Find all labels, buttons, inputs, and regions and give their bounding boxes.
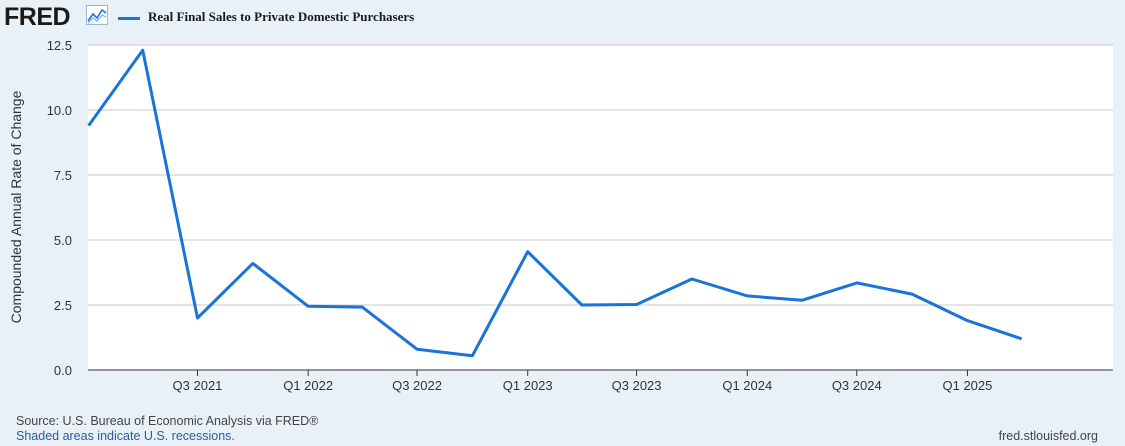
x-tick-label: Q3 2024 <box>832 378 882 393</box>
fred-url[interactable]: fred.stlouisfed.org <box>998 429 1098 443</box>
x-tick-label: Q1 2023 <box>503 378 553 393</box>
x-tick-label: Q3 2021 <box>173 378 223 393</box>
y-tick-label: 10.0 <box>47 103 72 118</box>
data-point[interactable] <box>357 302 367 312</box>
data-point[interactable] <box>797 295 807 305</box>
data-point[interactable] <box>742 291 752 301</box>
grid <box>88 44 1113 306</box>
data-point[interactable] <box>962 316 972 326</box>
x-tick-label: Q3 2023 <box>612 378 662 393</box>
data-point[interactable] <box>632 299 642 309</box>
series-group <box>84 45 1027 361</box>
x-tick-label: Q1 2022 <box>283 378 333 393</box>
x-tick-label: Q1 2024 <box>722 378 772 393</box>
data-point[interactable] <box>412 344 422 354</box>
graph-icon <box>86 5 108 25</box>
data-point[interactable] <box>852 278 862 288</box>
y-tick-label: 7.5 <box>54 168 72 183</box>
chart-header: FRED Real Final Sales to Private Domesti… <box>0 0 1125 34</box>
data-point[interactable] <box>1017 334 1027 344</box>
axes: 0.0 2.5 5.0 7.5 10.0 12.5 Q3 2021 Q1 2022 Q3 202… <box>47 38 1113 393</box>
fred-logo[interactable]: FRED <box>4 3 71 31</box>
data-point[interactable] <box>303 301 313 311</box>
data-point[interactable] <box>907 289 917 299</box>
data-point[interactable] <box>467 351 477 361</box>
y-axis-label: Compounded Annual Rate of Change <box>8 90 24 323</box>
y-tick-label: 5.0 <box>54 233 72 248</box>
plot-area <box>88 45 1113 370</box>
x-tick-label: Q3 2022 <box>392 378 442 393</box>
data-point[interactable] <box>577 300 587 310</box>
data-point[interactable] <box>687 274 697 284</box>
source-note: Source: U.S. Bureau of Economic Analysis… <box>16 414 319 428</box>
legend-swatch <box>118 17 140 20</box>
legend-label: Real Final Sales to Private Domestic Pur… <box>148 9 415 24</box>
data-point[interactable] <box>84 121 94 131</box>
y-tick-label: 0.0 <box>54 363 72 378</box>
y-tick-label: 12.5 <box>47 38 72 53</box>
data-point[interactable] <box>248 258 258 268</box>
data-point[interactable] <box>523 247 533 257</box>
recession-note[interactable]: Shaded areas indicate U.S. recessions. <box>16 429 235 443</box>
data-point[interactable] <box>138 45 148 55</box>
y-tick-label: 2.5 <box>54 298 72 313</box>
data-point[interactable] <box>192 313 202 323</box>
series-line[interactable] <box>87 48 1023 358</box>
x-tick-label: Q1 2025 <box>942 378 992 393</box>
